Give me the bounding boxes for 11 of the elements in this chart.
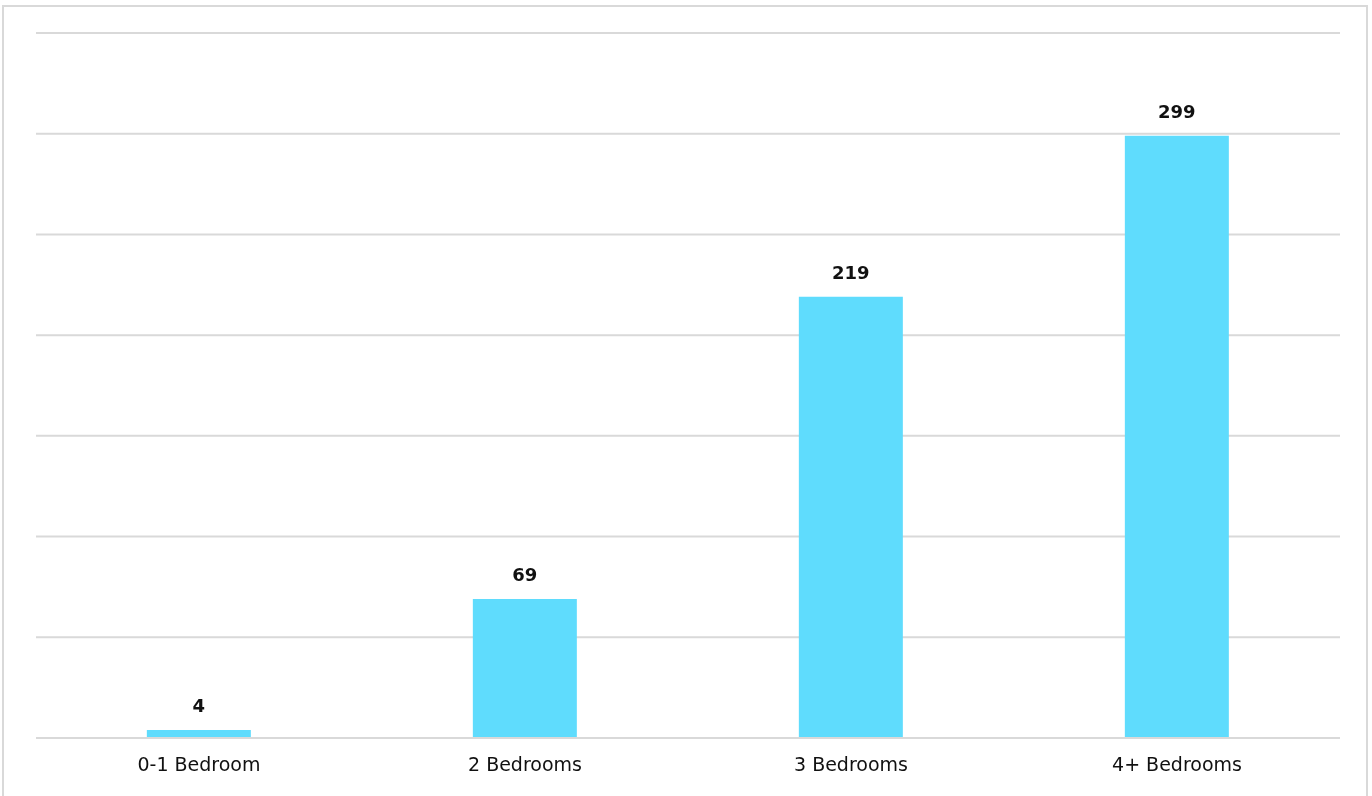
data-label: 219 [832, 261, 870, 283]
x-tick-label: 4+ Bedrooms [1112, 753, 1242, 776]
x-tick-label: 3 Bedrooms [794, 753, 908, 776]
bar [472, 599, 577, 738]
data-label: 69 [512, 564, 538, 586]
x-tick-label: 2 Bedrooms [468, 753, 582, 776]
bar [1124, 135, 1229, 738]
data-label: 299 [1158, 100, 1196, 122]
data-label: 4 [192, 694, 206, 716]
x-tick-label: 0-1 Bedroom [137, 753, 261, 776]
bar [798, 296, 903, 738]
